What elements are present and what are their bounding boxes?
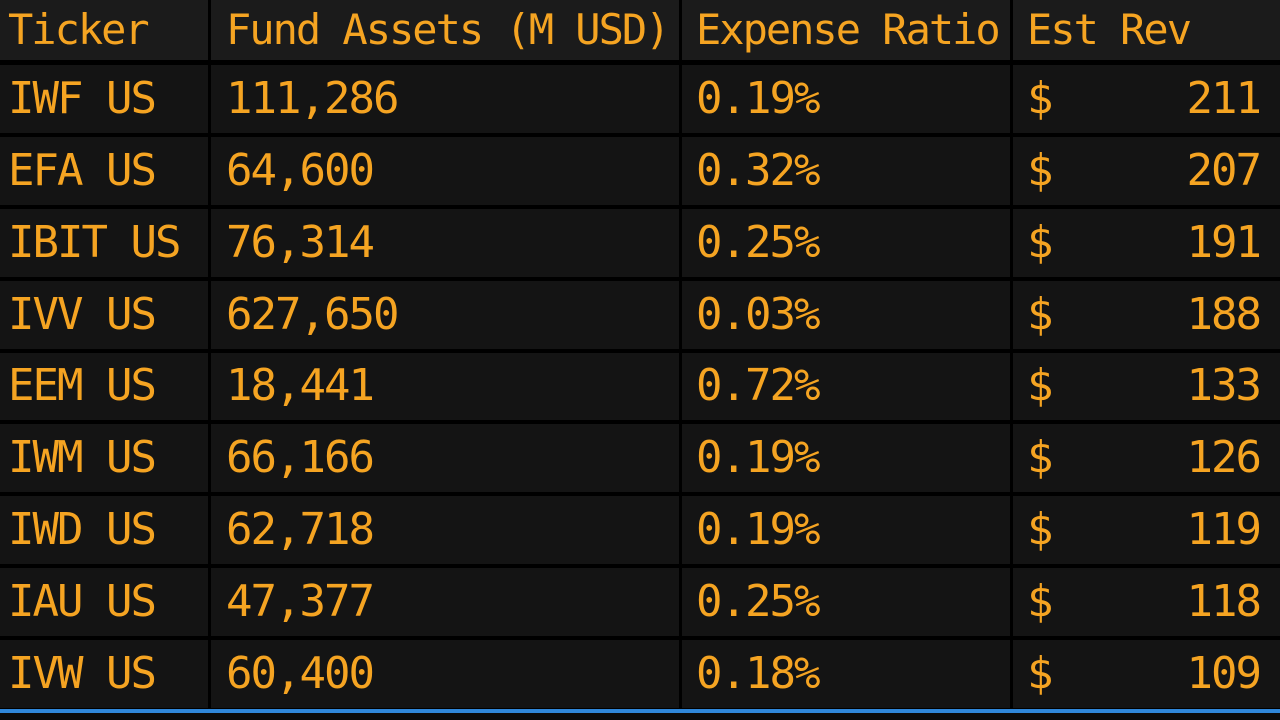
est-rev-value: 211 bbox=[1186, 72, 1262, 124]
est-rev-cell[interactable]: $118 bbox=[1013, 568, 1280, 640]
fund-assets-cell[interactable]: 627,650 bbox=[211, 280, 682, 353]
ticker-cell[interactable]: IVW US bbox=[0, 640, 211, 712]
est-rev-cell[interactable]: $207 bbox=[1013, 136, 1280, 209]
ticker-cell[interactable]: EFA US bbox=[0, 136, 211, 209]
selection-accent-line bbox=[0, 709, 1280, 713]
expense-ratio-cell[interactable]: 0.32% bbox=[682, 136, 1013, 209]
est-rev-value: 119 bbox=[1186, 504, 1262, 556]
est-rev-cell[interactable]: $133 bbox=[1013, 352, 1280, 425]
column-header-est-rev[interactable]: Est Rev bbox=[1013, 0, 1280, 65]
expense-ratio-cell[interactable]: 0.19% bbox=[682, 496, 1013, 569]
fund-assets-cell[interactable]: 64,600 bbox=[211, 136, 682, 209]
column-header-fund-assets[interactable]: Fund Assets (M USD) bbox=[211, 0, 682, 65]
fund-assets-cell[interactable]: 66,166 bbox=[211, 424, 682, 497]
currency-symbol: $ bbox=[1027, 647, 1053, 699]
ticker-cell[interactable]: IWF US bbox=[0, 65, 211, 137]
est-rev-value: 118 bbox=[1186, 576, 1262, 628]
fund-assets-cell[interactable]: 47,377 bbox=[211, 568, 682, 640]
expense-ratio-cell[interactable]: 0.72% bbox=[682, 352, 1013, 425]
currency-symbol: $ bbox=[1027, 144, 1053, 196]
est-rev-value: 133 bbox=[1186, 360, 1262, 412]
expense-ratio-cell[interactable]: 0.25% bbox=[682, 568, 1013, 640]
column-header-expense-ratio[interactable]: Expense Ratio bbox=[682, 0, 1013, 65]
ticker-cell[interactable]: IWD US bbox=[0, 496, 211, 569]
est-rev-cell[interactable]: $211 bbox=[1013, 65, 1280, 137]
est-rev-cell[interactable]: $119 bbox=[1013, 496, 1280, 569]
currency-symbol: $ bbox=[1027, 288, 1053, 340]
expense-ratio-cell[interactable]: 0.19% bbox=[682, 65, 1013, 137]
est-rev-value: 188 bbox=[1186, 288, 1262, 340]
fund-assets-cell[interactable]: 111,286 bbox=[211, 65, 682, 137]
currency-symbol: $ bbox=[1027, 360, 1053, 412]
est-rev-value: 109 bbox=[1186, 647, 1262, 699]
fund-assets-cell[interactable]: 62,718 bbox=[211, 496, 682, 569]
bottom-edge bbox=[0, 713, 1280, 720]
ticker-cell[interactable]: EEM US bbox=[0, 352, 211, 425]
ticker-cell[interactable]: IAU US bbox=[0, 568, 211, 640]
est-rev-cell[interactable]: $126 bbox=[1013, 424, 1280, 497]
fund-assets-cell[interactable]: 60,400 bbox=[211, 640, 682, 712]
est-rev-value: 207 bbox=[1186, 144, 1262, 196]
est-rev-cell[interactable]: $188 bbox=[1013, 280, 1280, 353]
est-rev-cell[interactable]: $109 bbox=[1013, 640, 1280, 712]
expense-ratio-cell[interactable]: 0.25% bbox=[682, 208, 1013, 281]
currency-symbol: $ bbox=[1027, 72, 1053, 124]
currency-symbol: $ bbox=[1027, 432, 1053, 484]
currency-symbol: $ bbox=[1027, 576, 1053, 628]
expense-ratio-cell[interactable]: 0.18% bbox=[682, 640, 1013, 712]
expense-ratio-cell[interactable]: 0.03% bbox=[682, 280, 1013, 353]
ticker-cell[interactable]: IVV US bbox=[0, 280, 211, 353]
expense-ratio-cell[interactable]: 0.19% bbox=[682, 424, 1013, 497]
ticker-cell[interactable]: IWM US bbox=[0, 424, 211, 497]
currency-symbol: $ bbox=[1027, 216, 1053, 268]
fund-assets-cell[interactable]: 76,314 bbox=[211, 208, 682, 281]
column-header-ticker[interactable]: Ticker bbox=[0, 0, 211, 65]
est-rev-value: 126 bbox=[1186, 432, 1262, 484]
fund-assets-cell[interactable]: 18,441 bbox=[211, 352, 682, 425]
est-rev-cell[interactable]: $191 bbox=[1013, 208, 1280, 281]
currency-symbol: $ bbox=[1027, 504, 1053, 556]
ticker-cell[interactable]: IBIT US bbox=[0, 208, 211, 281]
est-rev-value: 191 bbox=[1186, 216, 1262, 268]
